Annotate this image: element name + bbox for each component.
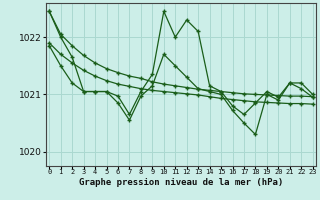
X-axis label: Graphe pression niveau de la mer (hPa): Graphe pression niveau de la mer (hPa) bbox=[79, 178, 283, 187]
